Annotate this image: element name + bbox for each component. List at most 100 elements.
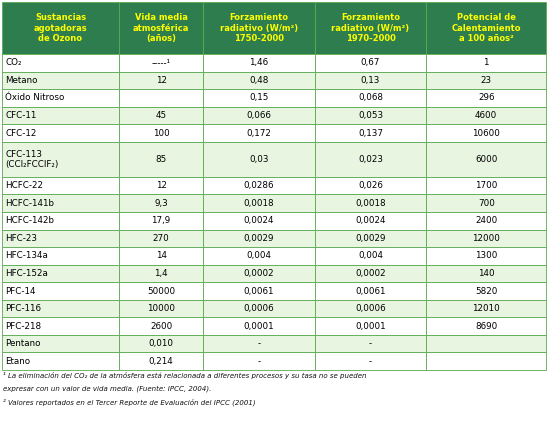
Bar xyxy=(426,230,546,247)
Text: Forzamiento
radiativo (W/m²)
1970-2000: Forzamiento radiativo (W/m²) 1970-2000 xyxy=(332,13,409,43)
Bar xyxy=(119,212,203,230)
Text: CFC-113
(CCl₂FCClF₂): CFC-113 (CCl₂FCClF₂) xyxy=(5,150,59,169)
Bar xyxy=(2,335,119,352)
Text: HFC-152a: HFC-152a xyxy=(5,269,48,278)
Text: 2400: 2400 xyxy=(475,216,497,225)
Bar xyxy=(426,177,546,195)
Text: 0,0061: 0,0061 xyxy=(244,287,275,295)
Bar xyxy=(2,72,119,89)
Bar xyxy=(203,124,315,142)
Text: 700: 700 xyxy=(478,199,495,208)
Bar xyxy=(315,2,426,54)
Bar xyxy=(315,317,426,335)
Bar xyxy=(315,282,426,300)
Text: 23: 23 xyxy=(481,76,492,85)
Text: 0,0029: 0,0029 xyxy=(355,234,386,243)
Text: 1,4: 1,4 xyxy=(155,269,168,278)
Bar xyxy=(2,177,119,195)
Text: 9,3: 9,3 xyxy=(154,199,168,208)
Bar xyxy=(426,2,546,54)
Text: 12000: 12000 xyxy=(472,234,500,243)
Text: 17,9: 17,9 xyxy=(151,216,171,225)
Bar xyxy=(119,265,203,282)
Bar xyxy=(203,282,315,300)
Text: -: - xyxy=(258,339,261,348)
Text: 0,15: 0,15 xyxy=(249,93,269,103)
Text: 0,0006: 0,0006 xyxy=(244,304,275,313)
Text: expresar con un valor de vida media. (Fuente: IPCC, 2004).: expresar con un valor de vida media. (Fu… xyxy=(3,385,212,392)
Text: 4600: 4600 xyxy=(475,111,497,120)
Text: 0,066: 0,066 xyxy=(247,111,271,120)
Text: 0,0006: 0,0006 xyxy=(355,304,386,313)
Bar xyxy=(2,230,119,247)
Bar xyxy=(119,282,203,300)
Text: Forzamiento
radiativo (W/m²)
1750-2000: Forzamiento radiativo (W/m²) 1750-2000 xyxy=(220,13,298,43)
Text: 100: 100 xyxy=(153,129,169,138)
Text: 0,214: 0,214 xyxy=(149,357,174,366)
Bar xyxy=(203,247,315,265)
Bar xyxy=(203,212,315,230)
Text: ¹ La eliminación del CO₂ de la atmósfera está relacionada a diferentes procesos : ¹ La eliminación del CO₂ de la atmósfera… xyxy=(3,372,367,379)
Text: 270: 270 xyxy=(153,234,169,243)
Text: Potencial de
Calentamiento
a 100 años²: Potencial de Calentamiento a 100 años² xyxy=(452,13,521,43)
Text: Metano: Metano xyxy=(5,76,37,85)
Text: 14: 14 xyxy=(156,252,167,260)
Bar xyxy=(426,107,546,124)
Text: 5820: 5820 xyxy=(475,287,498,295)
Bar xyxy=(315,142,426,177)
Text: 1,46: 1,46 xyxy=(249,58,269,68)
Text: 12: 12 xyxy=(156,76,167,85)
Bar xyxy=(2,300,119,317)
Bar xyxy=(315,352,426,370)
Text: -: - xyxy=(369,339,372,348)
Bar xyxy=(426,352,546,370)
Bar xyxy=(203,72,315,89)
Text: HFC-134a: HFC-134a xyxy=(5,252,48,260)
Bar xyxy=(119,54,203,72)
Text: 2600: 2600 xyxy=(150,322,172,330)
Bar xyxy=(315,177,426,195)
Bar xyxy=(203,107,315,124)
Text: CO₂: CO₂ xyxy=(5,58,21,68)
Text: 0,0018: 0,0018 xyxy=(244,199,275,208)
Text: HCFC-22: HCFC-22 xyxy=(5,181,43,190)
Bar xyxy=(119,2,203,54)
Text: 0,004: 0,004 xyxy=(358,252,383,260)
Text: 0,172: 0,172 xyxy=(247,129,271,138)
Bar xyxy=(315,89,426,107)
Bar xyxy=(2,247,119,265)
Bar xyxy=(426,142,546,177)
Bar xyxy=(426,54,546,72)
Bar xyxy=(426,89,546,107)
Text: 0,13: 0,13 xyxy=(361,76,380,85)
Bar xyxy=(315,300,426,317)
Bar xyxy=(119,72,203,89)
Bar xyxy=(119,300,203,317)
Text: 0,0286: 0,0286 xyxy=(244,181,275,190)
Text: PFC-218: PFC-218 xyxy=(5,322,41,330)
Text: 8690: 8690 xyxy=(475,322,497,330)
Text: 0,0002: 0,0002 xyxy=(355,269,386,278)
Text: 0,0001: 0,0001 xyxy=(355,322,386,330)
Bar xyxy=(426,72,546,89)
Bar xyxy=(2,89,119,107)
Text: 12010: 12010 xyxy=(472,304,500,313)
Text: Etano: Etano xyxy=(5,357,30,366)
Bar xyxy=(315,335,426,352)
Text: -----¹: -----¹ xyxy=(152,58,170,68)
Bar xyxy=(119,89,203,107)
Text: HCFC-142b: HCFC-142b xyxy=(5,216,54,225)
Bar xyxy=(203,335,315,352)
Bar xyxy=(426,124,546,142)
Bar xyxy=(315,265,426,282)
Text: 0,48: 0,48 xyxy=(249,76,269,85)
Text: 1300: 1300 xyxy=(475,252,498,260)
Text: 10600: 10600 xyxy=(472,129,500,138)
Text: 0,0018: 0,0018 xyxy=(355,199,386,208)
Bar xyxy=(426,265,546,282)
Text: 0,0061: 0,0061 xyxy=(355,287,386,295)
Text: 296: 296 xyxy=(478,93,494,103)
Bar xyxy=(426,300,546,317)
Text: 1700: 1700 xyxy=(475,181,498,190)
Bar xyxy=(2,142,119,177)
